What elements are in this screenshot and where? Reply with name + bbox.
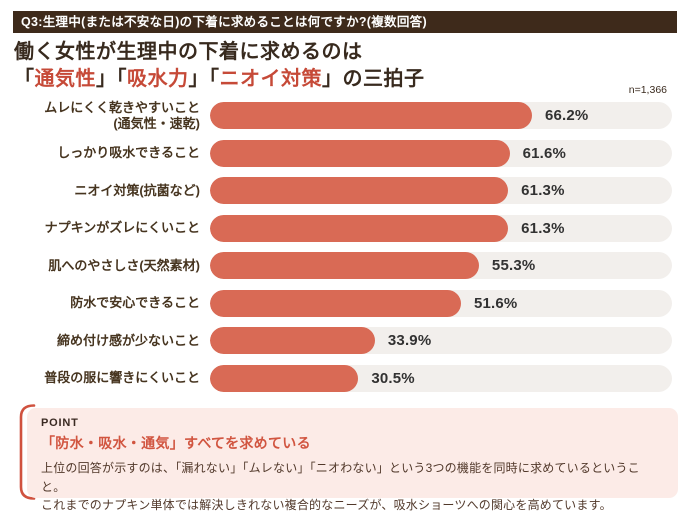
- bar: [210, 177, 509, 204]
- title-word: 」「: [188, 66, 220, 90]
- point-bracket-decoration: [19, 404, 36, 500]
- chart-row: 防水で安心できること 51.6%: [14, 289, 672, 317]
- title-word: 」: [322, 66, 343, 90]
- value-label: 66.2%: [544, 107, 589, 124]
- bar: [210, 289, 461, 317]
- bar-track: 55.3%: [210, 252, 672, 279]
- value-label: 55.3%: [491, 257, 536, 274]
- category-label: 防水で安心できること: [70, 295, 200, 311]
- category-label: ニオイ対策(抗菌など): [74, 182, 200, 198]
- chart-row: ニオイ対策(抗菌など) 61.3%: [14, 177, 672, 204]
- value-label: 30.5%: [371, 369, 415, 387]
- title-word: の三拍子: [342, 66, 425, 90]
- bar-track: 33.9%: [210, 327, 672, 354]
- bar: [210, 327, 375, 354]
- chart-row: しっかり吸水できること 61.6%: [14, 139, 672, 167]
- bar-track: 51.6%: [210, 289, 672, 317]
- bar-track: 61.3%: [210, 177, 672, 204]
- bar: [210, 364, 359, 392]
- point-heading: 「防水・吸水・通気」すべてを求めている: [41, 435, 311, 451]
- title-word: 「: [14, 66, 35, 90]
- bar: [210, 102, 532, 129]
- bar-track: 61.6%: [210, 139, 672, 167]
- bar-track: 61.3%: [210, 214, 672, 242]
- value-label: 61.6%: [522, 144, 567, 162]
- category-label: ムレにくく乾きやすいこと (通気性・速乾): [44, 100, 200, 131]
- question-text: Q3:生理中(または不安な日)の下着に求めることは何ですか?(複数回答): [21, 15, 427, 29]
- point-body-line: 上位の回答が示すのは、「漏れない」「ムレない」「ニオわない」という3つの機能を同…: [41, 461, 640, 494]
- bar: [210, 252, 479, 279]
- title-line1: 働く女性が生理中の下着に求めるのは: [14, 39, 363, 63]
- bar: [210, 139, 510, 167]
- bar-chart: ムレにくく乾きやすいこと (通気性・速乾) 66.2% しっかり吸水できること 6…: [14, 100, 672, 402]
- chart-row: 締め付け感が少ないこと 33.9%: [14, 327, 672, 354]
- point-label: POINT: [41, 417, 79, 429]
- title-accent-word: 吸水力: [127, 66, 189, 90]
- value-label: 61.3%: [521, 219, 565, 237]
- page-title: 働く女性が生理中の下着に求めるのは 「通気性」「吸水力」「ニオイ対策」の三拍子: [14, 38, 425, 92]
- chart-row: 肌へのやさしさ(天然素材) 55.3%: [14, 252, 672, 279]
- bar-track: 30.5%: [210, 364, 672, 392]
- question-header-bar: Q3:生理中(または不安な日)の下着に求めることは何ですか?(複数回答): [13, 11, 677, 33]
- category-label: しっかり吸水できること: [57, 145, 200, 161]
- chart-row: ナプキンがズレにくいこと 61.3%: [14, 214, 672, 242]
- category-label: ナプキンがズレにくいこと: [44, 220, 200, 236]
- value-label: 61.3%: [521, 182, 565, 199]
- title-accent-word: 通気性: [34, 66, 96, 90]
- title-accent-word: ニオイ対策: [219, 66, 322, 90]
- category-label: 普段の服に響きにくいこと: [44, 370, 200, 386]
- bar: [210, 214, 509, 242]
- chart-row: ムレにくく乾きやすいこと (通気性・速乾) 66.2%: [14, 100, 672, 131]
- chart-row: 普段の服に響きにくいこと 30.5%: [14, 364, 672, 392]
- value-label: 51.6%: [473, 294, 518, 312]
- category-label: 肌へのやさしさ(天然素材): [48, 257, 200, 273]
- category-label: 締め付け感が少ないこと: [56, 332, 200, 348]
- point-body-line: これまでのナプキン単体では解決しきれない複合的なニーズが、吸水ショーツへの関心を…: [41, 498, 612, 513]
- value-label: 33.9%: [387, 332, 432, 349]
- sample-size-note: n=1,366: [628, 84, 667, 96]
- point-body: 上位の回答が示すのは、「漏れない」「ムレない」「ニオわない」という3つの機能を同…: [41, 459, 664, 515]
- point-box: POINT 「防水・吸水・通気」すべてを求めている 上位の回答が示すのは、「漏れ…: [27, 408, 678, 512]
- title-word: 」「: [96, 66, 127, 90]
- title-line2: 「通気性」「吸水力」「ニオイ対策」の三拍子: [14, 65, 425, 92]
- bar-track: 66.2%: [210, 102, 672, 129]
